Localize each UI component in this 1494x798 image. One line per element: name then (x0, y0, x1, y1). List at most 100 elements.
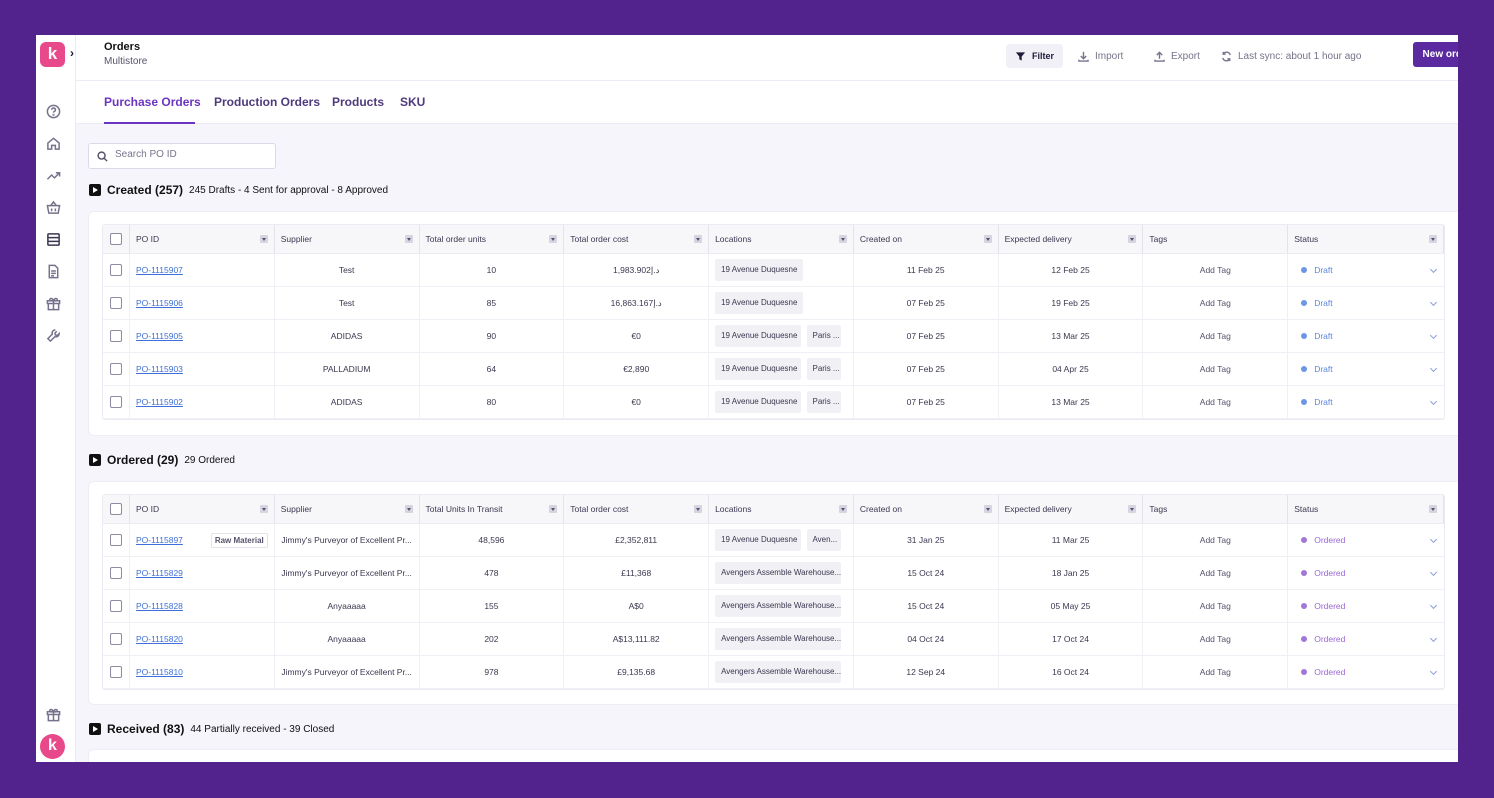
status-dropdown[interactable]: Ordered (1294, 667, 1438, 677)
column-header[interactable]: Expected delivery (999, 225, 1144, 253)
column-menu-icon[interactable] (549, 505, 558, 513)
add-tag-button[interactable]: Add Tag (1199, 364, 1231, 374)
new-order-button[interactable]: New order (1413, 42, 1458, 67)
export-button[interactable]: Export (1154, 44, 1200, 68)
import-button[interactable]: Import (1078, 44, 1123, 68)
chevron-down-icon[interactable] (1430, 635, 1438, 643)
po-id-link[interactable]: PO-1115905 (135, 331, 183, 341)
column-menu-icon[interactable] (1128, 505, 1137, 513)
column-header[interactable]: Total order cost (564, 495, 710, 523)
column-header[interactable]: PO ID (130, 495, 275, 523)
trending-up-icon[interactable] (44, 166, 62, 184)
sync-status[interactable]: Last sync: about 1 hour ago (1221, 44, 1361, 68)
table-row[interactable]: PO-1115828 Anyaaaaa 155 A$0 Avengers Assembl… (103, 590, 1444, 623)
row-checkbox[interactable] (109, 264, 122, 276)
status-dropdown[interactable]: Ordered (1294, 568, 1438, 578)
add-tag-button[interactable]: Add Tag (1199, 298, 1231, 308)
po-id-link[interactable]: PO-1115902 (135, 397, 183, 407)
chevron-down-icon[interactable] (1430, 398, 1438, 406)
expand-section-icon[interactable] (89, 184, 101, 196)
home-icon[interactable] (44, 134, 62, 152)
select-all-checkbox[interactable] (109, 503, 122, 515)
column-menu-icon[interactable] (694, 505, 703, 513)
table-row[interactable]: PO-1115903 PALLADIUM 64 €2,890 19 Avenue Duq… (103, 353, 1444, 386)
status-dropdown[interactable]: Ordered (1294, 634, 1438, 644)
chevron-down-icon[interactable] (1430, 536, 1438, 544)
column-menu-icon[interactable] (404, 235, 413, 243)
table-row[interactable]: PO-1115905 ADIDAS 90 €0 19 Avenue Duquesne Pa… (103, 320, 1444, 353)
column-menu-icon[interactable] (259, 235, 268, 243)
po-id-link[interactable]: PO-1115820 (135, 634, 183, 644)
po-id-link[interactable]: PO-1115907 (135, 265, 183, 275)
po-id-link[interactable]: PO-1115828 (135, 601, 183, 611)
user-avatar[interactable]: k (40, 734, 65, 759)
column-menu-icon[interactable] (259, 505, 268, 513)
add-tag-button[interactable]: Add Tag (1199, 265, 1231, 275)
column-header[interactable]: Created on (854, 495, 999, 523)
po-id-link[interactable]: PO-1115903 (135, 364, 183, 374)
table-row[interactable]: PO-1115897 Raw Material Jimmy's Purveyor o… (103, 524, 1444, 557)
orders-icon[interactable] (44, 230, 62, 248)
filter-button[interactable]: Filter (1006, 44, 1064, 68)
gift-icon[interactable] (44, 705, 62, 723)
column-menu-icon[interactable] (838, 505, 847, 513)
po-id-link[interactable]: PO-1115829 (135, 568, 183, 578)
column-menu-icon[interactable] (1428, 235, 1437, 243)
column-menu-icon[interactable] (838, 235, 847, 243)
column-menu-icon[interactable] (983, 505, 992, 513)
add-tag-button[interactable]: Add Tag (1199, 331, 1231, 341)
po-id-link[interactable]: PO-1115897 (135, 535, 183, 545)
po-id-link[interactable]: PO-1115810 (135, 667, 183, 677)
row-checkbox[interactable] (109, 666, 122, 678)
row-checkbox[interactable] (109, 330, 122, 342)
row-checkbox[interactable] (109, 396, 122, 408)
column-header[interactable]: Created on (854, 225, 999, 253)
row-checkbox[interactable] (109, 534, 122, 546)
chevron-down-icon[interactable] (1430, 365, 1438, 373)
add-tag-button[interactable]: Add Tag (1199, 397, 1231, 407)
po-id-link[interactable]: PO-1115906 (135, 298, 183, 308)
column-header[interactable]: Status (1288, 495, 1444, 523)
status-dropdown[interactable]: Draft (1294, 265, 1438, 275)
status-dropdown[interactable]: Draft (1294, 397, 1438, 407)
add-tag-button[interactable]: Add Tag (1199, 667, 1231, 677)
status-dropdown[interactable]: Ordered (1294, 535, 1438, 545)
help-icon[interactable] (44, 102, 62, 120)
column-header[interactable]: Locations (709, 495, 854, 523)
column-menu-icon[interactable] (1428, 505, 1437, 513)
add-tag-button[interactable]: Add Tag (1199, 568, 1231, 578)
column-header[interactable]: Total Units In Transit (420, 495, 565, 523)
expand-section-icon[interactable] (89, 454, 101, 466)
chevron-down-icon[interactable] (1430, 266, 1438, 274)
chevron-down-icon[interactable] (1430, 668, 1438, 676)
column-header[interactable]: Total order units (420, 225, 565, 253)
add-tag-button[interactable]: Add Tag (1199, 634, 1231, 644)
basket-icon[interactable] (44, 198, 62, 216)
column-menu-icon[interactable] (404, 505, 413, 513)
status-dropdown[interactable]: Ordered (1294, 601, 1438, 611)
created-section-header[interactable]: Created (257) 245 Drafts - 4 Sent for ap… (89, 182, 388, 198)
column-header[interactable]: Locations (709, 225, 854, 253)
row-checkbox[interactable] (109, 363, 122, 375)
add-tag-button[interactable]: Add Tag (1199, 535, 1231, 545)
received-section-header[interactable]: Received (83) 44 Partially received - 39… (89, 721, 334, 737)
column-header[interactable]: Supplier (275, 225, 420, 253)
column-header[interactable]: Tags (1143, 495, 1289, 523)
table-row[interactable]: PO-1115820 Anyaaaaa 202 A$13,111.82 Avengers… (103, 623, 1444, 656)
box-icon[interactable] (44, 294, 62, 312)
tab-purchase-orders[interactable]: Purchase Orders (104, 95, 201, 109)
app-logo[interactable]: k (40, 42, 65, 67)
status-dropdown[interactable]: Draft (1294, 331, 1438, 341)
column-menu-icon[interactable] (549, 235, 558, 243)
table-row[interactable]: PO-1115829 Jimmy's Purveyor of Excellent … (103, 557, 1444, 590)
column-header[interactable]: Supplier (275, 495, 420, 523)
tab-sku[interactable]: SKU (400, 95, 426, 109)
column-menu-icon[interactable] (694, 235, 703, 243)
column-header[interactable]: Status (1288, 225, 1444, 253)
column-menu-icon[interactable] (983, 235, 992, 243)
chevron-down-icon[interactable] (1430, 332, 1438, 340)
column-header[interactable]: Total order cost (564, 225, 710, 253)
chevron-down-icon[interactable] (1430, 299, 1438, 307)
expand-rail-icon[interactable]: › (70, 46, 74, 60)
status-dropdown[interactable]: Draft (1294, 364, 1438, 374)
